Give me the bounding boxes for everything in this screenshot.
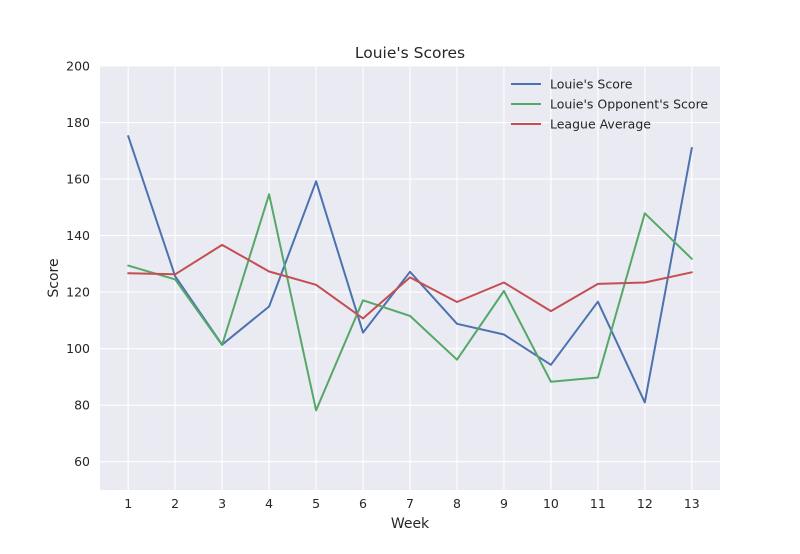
y-tick-label: 140 (66, 228, 90, 243)
series-line-3 (127, 243, 693, 320)
x-tick-label: 13 (684, 496, 700, 511)
x-tick-label: 3 (218, 496, 226, 511)
chart-title: Louie's Scores (355, 44, 465, 62)
series-line-2 (127, 193, 693, 412)
x-tick-label: 4 (265, 496, 273, 511)
y-tick-label: 60 (74, 454, 90, 469)
x-tick-label: 11 (590, 496, 606, 511)
legend: Louie's Score Louie's Opponent's Score Lea… (511, 77, 708, 132)
x-tick-label: 5 (312, 496, 320, 511)
x-tick-label: 2 (171, 496, 179, 511)
x-tick-label: 9 (500, 496, 508, 511)
legend-label: League Average (550, 117, 651, 132)
y-tick-label: 180 (66, 115, 90, 130)
y-tick-label: 120 (66, 285, 90, 300)
x-tick-label: 12 (637, 496, 653, 511)
legend-label: Louie's Opponent's Score (550, 97, 708, 112)
y-axis-label: Score (46, 258, 62, 297)
x-axis-label: Week (391, 516, 430, 532)
legend-label: Louie's Score (550, 77, 633, 92)
y-tick-label: 200 (66, 59, 90, 74)
x-tick-label: 10 (543, 496, 559, 511)
x-tick-label: 8 (453, 496, 461, 511)
x-tick-label: 6 (359, 496, 367, 511)
y-tick-label: 80 (74, 398, 90, 413)
y-tick-label: 100 (66, 341, 90, 356)
series-lines (127, 135, 693, 412)
y-tick-label: 160 (66, 172, 90, 187)
x-tick-label: 1 (124, 496, 132, 511)
x-tick-label: 7 (406, 496, 414, 511)
